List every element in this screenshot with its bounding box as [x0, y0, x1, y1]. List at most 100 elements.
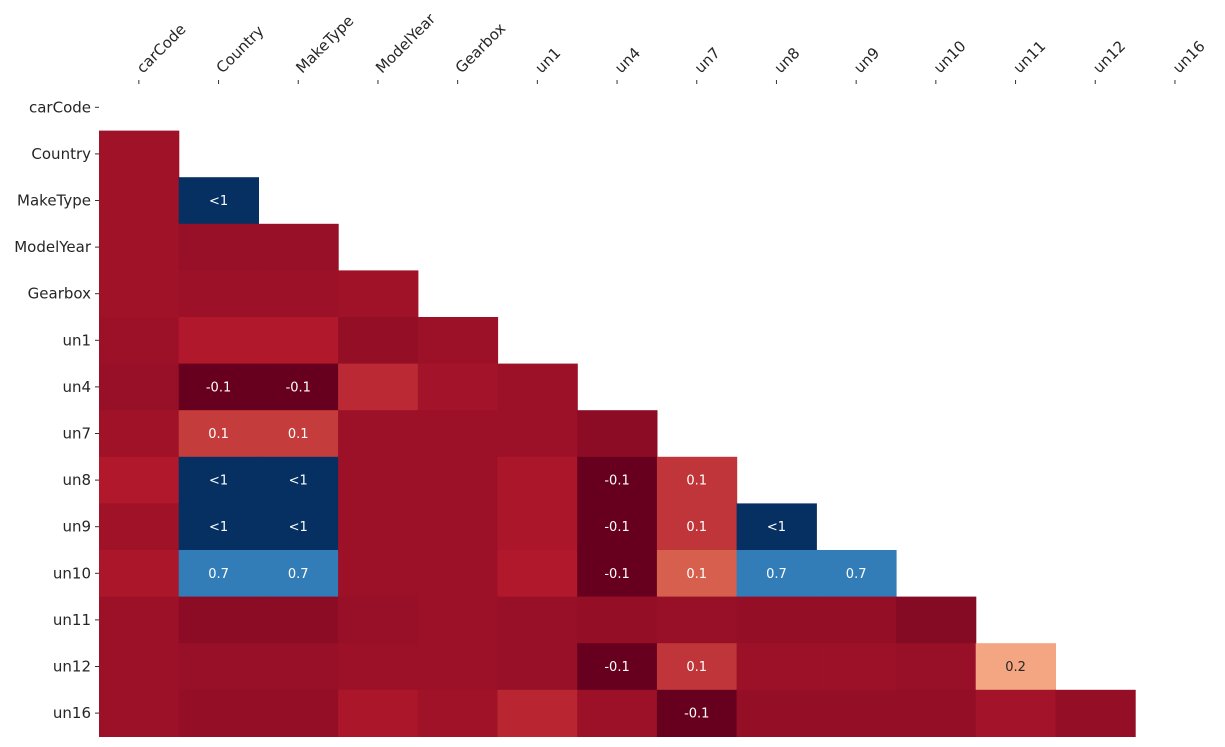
- heatmap-cell-un11-un7: [656, 596, 738, 644]
- cell-annotation-un9-un7: 0.1: [686, 520, 707, 535]
- heatmap-cell-un8-ModelYear: [338, 456, 419, 504]
- heatmap-cell-un10-un1: [497, 550, 578, 598]
- row-label-un9: un9: [62, 518, 91, 536]
- heatmap-cell-un4-Country: [178, 363, 259, 411]
- cell-annotation-un12-un7: 0.1: [686, 660, 707, 675]
- heatmap-cell-un1-Gearbox: [417, 317, 499, 365]
- heatmap-cell-un10-un8: [736, 550, 817, 598]
- cell-annotation-un10-Country: 0.7: [208, 567, 229, 582]
- row-label-ModelYear: ModelYear: [14, 238, 92, 256]
- heatmap-cell-Country-carCode: [99, 130, 180, 178]
- heatmap-cell-un12-Country: [178, 643, 259, 691]
- heatmap-cell-un8-Country: [178, 456, 259, 504]
- cell-annotation-un4-Country: -0.1: [206, 380, 231, 395]
- heatmap-cell-un4-un1: [497, 363, 578, 411]
- column-tick-labels: carCode Country MakeType ModelYear Gearbox un…: [133, 9, 1209, 84]
- column-label-un11: un11: [1010, 37, 1050, 77]
- heatmap-cell-un12-MakeType: [258, 643, 339, 691]
- heatmap-cell-un12-un11: [975, 643, 1056, 691]
- heatmap-cell-un9-un8: [736, 503, 817, 551]
- heatmap-cell-ModelYear-MakeType: [258, 223, 339, 271]
- heatmap-cell-un8-carCode: [99, 456, 180, 504]
- heatmap-cell-un1-Country: [178, 317, 259, 365]
- column-label-un10: un10: [930, 37, 970, 77]
- heatmap-cell-un16-un12: [1055, 689, 1136, 737]
- heatmap-cell-un1-carCode: [99, 317, 180, 365]
- cell-annotation-un9-un4: -0.1: [604, 520, 629, 535]
- heatmap-cell-un4-MakeType: [258, 363, 339, 411]
- cell-annotation-un4-MakeType: -0.1: [286, 380, 311, 395]
- row-label-carCode: carCode: [29, 98, 91, 116]
- cell-annotation-un10-un9: 0.7: [846, 567, 867, 582]
- heatmap-cell-un9-un1: [497, 503, 578, 551]
- heatmap-cell-un9-carCode: [99, 503, 180, 551]
- heatmap-cell-un9-Country: [178, 503, 259, 551]
- heatmap-cell-un7-un1: [497, 410, 578, 458]
- heatmap-cell-un7-Gearbox: [417, 410, 499, 458]
- column-label-un12: un12: [1089, 37, 1129, 77]
- heatmap-cell-un7-MakeType: [258, 410, 339, 458]
- heatmap-cell-Gearbox-MakeType: [258, 270, 339, 318]
- cell-annotation-un10-un7: 0.1: [686, 567, 707, 582]
- heatmap-cell-ModelYear-carCode: [99, 223, 180, 271]
- heatmap-cell-un12-Gearbox: [417, 643, 499, 691]
- row-label-un10: un10: [53, 564, 91, 582]
- heatmap-cell-MakeType-Country: [178, 177, 259, 225]
- cell-annotation-un9-un8: <1: [767, 520, 786, 535]
- heatmap-cell-labels: <1 -0.1 -0.1 0.1 0.1 <1 <1 -0.1 0.1 <1 <1 -0.1 0.1 <1…: [206, 194, 1026, 722]
- heatmap-cell-un16-un9: [816, 689, 897, 737]
- heatmap-cell-un16-un10: [896, 689, 977, 737]
- cell-annotation-un7-Country: 0.1: [208, 427, 229, 442]
- cell-annotation-un12-un11: 0.2: [1005, 660, 1026, 675]
- heatmap-cell-un10-ModelYear: [338, 550, 419, 598]
- heatmap-cell-un9-un7: [656, 503, 738, 551]
- heatmap-cell-Gearbox-ModelYear: [338, 270, 419, 318]
- heatmap-cell-un8-un1: [497, 456, 578, 504]
- heatmap-cell-un8-MakeType: [258, 456, 339, 504]
- heatmap-cell-un10-un9: [816, 550, 897, 598]
- cell-annotation-un9-MakeType: <1: [289, 520, 308, 535]
- heatmap-cell-un7-ModelYear: [338, 410, 419, 458]
- heatmap-cell-un11-MakeType: [258, 596, 339, 644]
- row-label-un16: un16: [53, 704, 91, 722]
- row-label-un12: un12: [53, 658, 91, 676]
- heatmap-cell-un16-un1: [497, 689, 578, 737]
- heatmap-cell-un11-un9: [816, 596, 897, 644]
- cell-annotation-un9-Country: <1: [209, 520, 228, 535]
- heatmap-cell-un9-ModelYear: [338, 503, 419, 551]
- heatmap-cell-un12-un4: [577, 643, 658, 691]
- row-label-MakeType: MakeType: [17, 192, 91, 210]
- row-tick-labels: carCode Country MakeType ModelYear Gearbox un…: [14, 98, 99, 722]
- row-label-un4: un4: [62, 378, 91, 396]
- heatmap-cell-un4-Gearbox: [417, 363, 499, 411]
- cell-annotation-un10-un8: 0.7: [766, 567, 787, 582]
- heatmap-cell-un11-ModelYear: [338, 596, 419, 644]
- heatmap-cell-un12-un9: [816, 643, 897, 691]
- heatmap-cell-un4-carCode: [99, 363, 180, 411]
- heatmap-cell-un8-Gearbox: [417, 456, 499, 504]
- heatmap-cell-ModelYear-Country: [178, 223, 259, 271]
- heatmap-cell-un12-un1: [497, 643, 578, 691]
- heatmap-cell-un9-un4: [577, 503, 658, 551]
- heatmap-cell-un16-un7: [656, 689, 738, 737]
- heatmap-cell-un10-un4: [577, 550, 658, 598]
- heatmap-cell-un7-un4: [577, 410, 658, 458]
- heatmap-cell-un11-Country: [178, 596, 259, 644]
- heatmap-cell-un4-ModelYear: [338, 363, 419, 411]
- heatmap-cell-un12-carCode: [99, 643, 180, 691]
- cell-annotation-MakeType-Country: <1: [209, 194, 228, 209]
- heatmap-cell-un16-ModelYear: [338, 689, 419, 737]
- cell-annotation-un8-un7: 0.1: [686, 474, 707, 489]
- column-label-un7: un7: [691, 44, 724, 77]
- column-label-un16: un16: [1169, 37, 1209, 77]
- heatmap-cell-un10-carCode: [99, 550, 180, 598]
- row-label-un11: un11: [53, 611, 91, 629]
- heatmap-cell-un16-un4: [577, 689, 658, 737]
- heatmap-cell-un12-un8: [736, 643, 817, 691]
- heatmap-cell-un11-Gearbox: [417, 596, 499, 644]
- cell-annotation-un7-MakeType: 0.1: [288, 427, 309, 442]
- heatmap-cell-un8-un7: [656, 456, 738, 504]
- heatmap-cell-un16-Country: [178, 689, 259, 737]
- column-label-MakeType: MakeType: [292, 12, 357, 77]
- heatmap-cell-un12-un10: [896, 643, 977, 691]
